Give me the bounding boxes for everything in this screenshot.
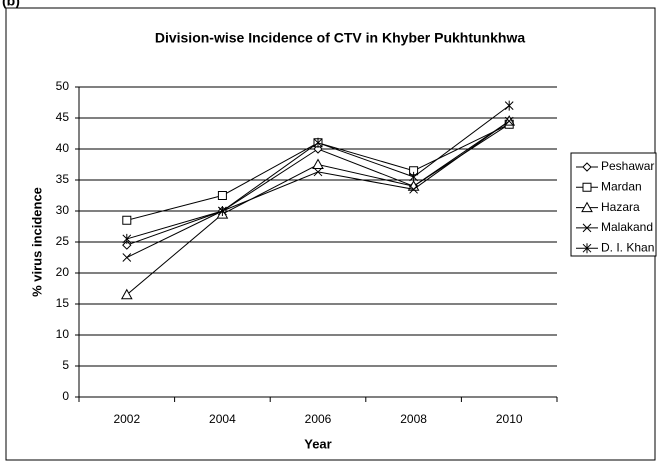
point-marker <box>504 116 514 126</box>
point-marker <box>313 167 323 177</box>
point-marker <box>122 215 132 225</box>
legend-marker <box>582 162 592 172</box>
legend-label: Hazara <box>601 200 640 214</box>
legend-marker <box>582 182 592 192</box>
x-axis-title: Year <box>304 436 331 451</box>
frame <box>5 7 656 461</box>
point-marker <box>409 171 418 182</box>
legend-marker <box>581 201 593 213</box>
legend-box <box>570 152 657 257</box>
point-marker <box>409 166 419 176</box>
y-tick-label: 20 <box>56 265 70 279</box>
point-marker <box>504 100 514 111</box>
legend-label: Malakand <box>601 220 653 234</box>
legend-label: Peshawar <box>601 159 654 173</box>
point-marker <box>120 288 133 300</box>
y-tick-label: 45 <box>56 110 70 124</box>
x-tick-label: 2004 <box>209 412 236 426</box>
y-axis-title: % virus incidence <box>29 187 44 297</box>
chart-title: Division-wise Incidence of CTV in Khyber… <box>155 30 525 46</box>
y-tick-label: 25 <box>56 234 70 248</box>
point-marker <box>122 233 132 244</box>
legend-label: D. I. Khan <box>601 240 654 254</box>
point-marker <box>218 206 227 216</box>
y-tick-label: 10 <box>56 327 70 341</box>
legend-marker <box>582 243 592 254</box>
legend-marker <box>582 223 592 233</box>
point-marker <box>312 158 324 169</box>
y-tick-label: 15 <box>56 296 70 310</box>
y-tick-label: 50 <box>56 79 70 93</box>
panel-label: (b) <box>2 0 20 9</box>
point-marker <box>122 240 132 250</box>
y-tick-label: 5 <box>62 358 69 372</box>
legend-label: Mardan <box>601 179 642 193</box>
point-marker <box>409 184 418 194</box>
point-marker <box>217 191 227 200</box>
y-tick-label: 35 <box>56 172 70 186</box>
x-tick-label: 2006 <box>305 412 332 426</box>
y-tick-label: 0 <box>62 389 69 403</box>
x-tick-label: 2002 <box>113 412 140 426</box>
point-marker <box>313 137 323 148</box>
y-tick-label: 30 <box>56 203 70 217</box>
point-marker <box>122 253 132 262</box>
x-tick-label: 2008 <box>400 412 427 426</box>
y-tick-label: 40 <box>56 141 70 155</box>
x-tick-label: 2010 <box>496 412 523 426</box>
